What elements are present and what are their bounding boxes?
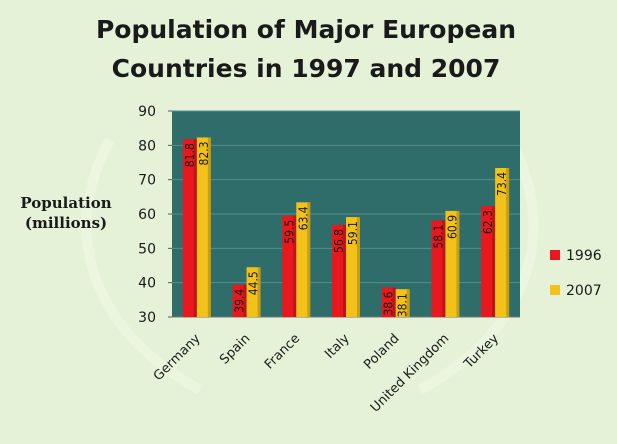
data-label: 38.6 [382,291,396,315]
bar-2007-france [296,202,311,317]
y-tick-label: 30 [138,310,156,326]
y-tick-label: 40 [138,276,156,292]
bar-1996-italy [332,224,346,317]
bar-2007-turkey [495,167,510,317]
bar-1996-france [282,215,297,317]
x-tick-label: Italy [322,331,353,362]
bar-2007-spain [246,267,261,317]
legend-swatch [550,250,560,260]
legend-label: 1996 [566,248,602,264]
y-tick-label: 70 [138,173,156,189]
bars [182,137,510,317]
x-tick-label: France [262,331,303,372]
legend-swatch [550,285,560,295]
bar-shade [307,202,311,317]
watermark-wreath [81,137,539,395]
legend: 1996 2007 [550,248,602,299]
bar-1996-spain [232,284,247,317]
data-label: 38.1 [396,293,410,317]
bar-2007-poland [395,289,410,317]
bar-shade [293,215,297,317]
data-label: 59.5 [282,220,296,244]
bar-shade [406,289,410,317]
y-tick-label: 50 [138,241,156,257]
chart-title-line-2: Countries in 1997 and 2007 [112,54,501,83]
bar-shade [207,137,211,317]
data-label: 39.4 [233,289,247,313]
bar-1996-poland [381,287,396,317]
data-label: 73.4 [495,172,509,196]
data-label: 44.5 [247,271,261,295]
x-tick-label: Poland [361,331,402,372]
bar-shade [456,210,460,317]
y-tick-label: 90 [138,104,156,120]
bar-shade [257,267,261,317]
data-label: 82.3 [197,141,211,165]
data-label: 62.3 [481,210,495,234]
data-label: 81.8 [183,143,197,167]
bar-shade [506,167,510,317]
data-label: 58.1 [431,225,445,249]
bar-1996-turkey [481,206,496,317]
bar-2007-germany [196,137,211,317]
bar-2007-italy [346,217,360,317]
data-labels: 81.8 82.3 39.444.5 59.563.4 56.8 59.1 38.6 38.1… [183,141,509,317]
bar-shade [243,284,247,317]
y-axis-label-line-2: (millions) [25,214,107,232]
y-tick-label: 80 [138,138,156,154]
bar-shade [392,287,396,317]
data-label: 60.9 [445,215,459,239]
bar-1996-germany [182,139,197,317]
bar-shade [492,206,496,317]
y-tick-label: 60 [138,207,156,223]
bar-shade [357,217,360,317]
bar-shade [193,139,197,317]
legend-label: 2007 [566,283,602,299]
y-axis-label-line-1: Population [20,194,111,212]
data-label: 59.1 [346,221,360,245]
chart-title-line-1: Population of Major European [96,15,516,44]
data-label: 56.8 [332,229,346,253]
bar-1996-united-kingdom [431,220,446,317]
data-label: 63.4 [296,206,310,230]
x-tick-label: Spain [217,331,253,367]
bar-shade [343,224,346,317]
bar-shade [442,220,446,317]
bar-2007-united-kingdom [445,210,460,317]
